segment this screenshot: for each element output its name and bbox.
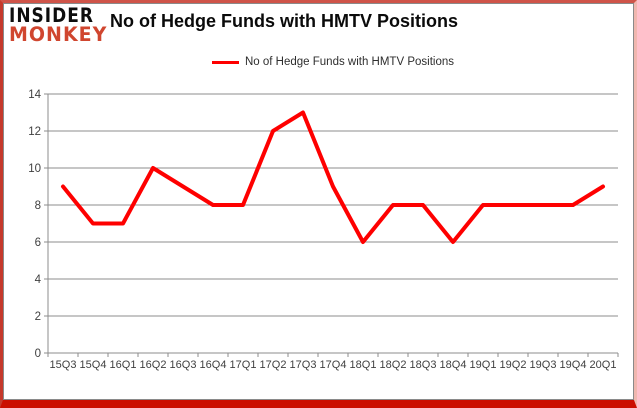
x-axis-label: 17Q1 (230, 359, 257, 371)
x-axis-label: 16Q4 (200, 359, 227, 371)
chart-title: No of Hedge Funds with HMTV Positions (110, 11, 458, 31)
data-series-line (61, 110, 605, 244)
x-axis-label: 17Q4 (320, 359, 347, 371)
chart-area: INSIDER MONKEY No of Hedge Funds with HM… (3, 3, 634, 400)
x-axis-label: 19Q2 (500, 359, 527, 371)
legend: No of Hedge Funds with HMTV Positions (48, 56, 618, 68)
y-axis-label: 12 (28, 126, 41, 138)
x-axis-label: 17Q3 (290, 359, 317, 371)
x-axis-label: 19Q1 (470, 359, 497, 371)
x-axis-label: 17Q2 (260, 359, 287, 371)
x-axis-label: 16Q2 (140, 359, 167, 371)
x-axis-label: 19Q3 (530, 359, 557, 371)
x-axis-label: 18Q1 (350, 359, 377, 371)
x-axis-label: 15Q4 (80, 359, 107, 371)
y-axis-label: 14 (28, 89, 41, 101)
logo-line-monkey: MONKEY (9, 22, 108, 46)
y-axis-label: 2 (35, 311, 41, 323)
insider-monkey-logo: INSIDER MONKEY (9, 4, 108, 46)
y-axis-label: 0 (35, 348, 41, 360)
x-axis-label: 19Q4 (560, 359, 587, 371)
legend-label: No of Hedge Funds with HMTV Positions (244, 56, 454, 68)
y-axis-label: 4 (35, 274, 42, 286)
y-axis-label: 10 (28, 163, 41, 175)
legend-line-swatch (211, 60, 239, 64)
x-axis-label: 16Q3 (170, 359, 197, 371)
x-axis-label: 16Q1 (110, 359, 137, 371)
y-axis-label: 8 (35, 200, 41, 212)
x-axis-label: 18Q2 (380, 359, 407, 371)
x-axis-label: 18Q3 (410, 359, 437, 371)
x-axis-label: 15Q3 (50, 359, 77, 371)
logo-line-insider: INSIDER (9, 4, 94, 28)
x-axis-label: 18Q4 (440, 359, 467, 371)
x-axis-label: 20Q1 (590, 359, 617, 371)
y-axis-label: 6 (35, 237, 41, 249)
